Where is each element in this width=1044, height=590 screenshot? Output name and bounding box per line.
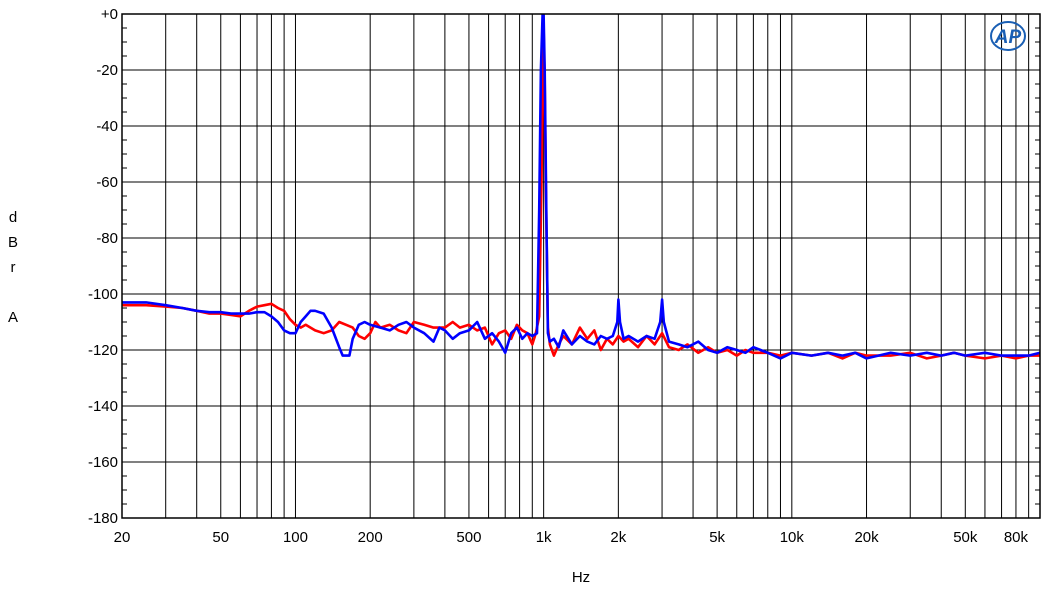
x-tick-label: 2k (610, 529, 626, 546)
series-line-1 (122, 28, 1040, 358)
x-tick-label: 100 (283, 529, 308, 546)
plot-frame (122, 14, 1040, 518)
y-axis-title: dBr A (8, 209, 18, 326)
y-axis-title-char: r (11, 259, 16, 276)
x-tick-label: 50 (212, 529, 229, 546)
x-tick-label: 10k (780, 529, 805, 546)
y-tick-labels: +0 -20 -40 -60 -80 -100 -120 -140 -160 -180 (88, 6, 118, 527)
y-tick-label: -140 (88, 398, 118, 415)
ap-logo-text: AP (994, 27, 1022, 48)
x-tick-label: 80k (1004, 529, 1029, 546)
x-tick-label: 1k (536, 529, 552, 546)
y-tick-label: -40 (96, 118, 118, 135)
x-tick-label: 20 (114, 529, 131, 546)
grid (122, 14, 1040, 518)
y-tick-label: -60 (96, 174, 118, 191)
y-axis-title-char: d (9, 209, 17, 226)
y-axis-title-char: B (8, 234, 18, 251)
x-tick-label: 20k (854, 529, 879, 546)
series-layer (122, 14, 1040, 358)
y-tick-label: -120 (88, 342, 118, 359)
y-tick-label: +0 (101, 6, 118, 23)
x-tick-labels: 20 50 100 200 500 1k 2k 5k 10k 20k 50k 80k (114, 529, 1029, 546)
y-tick-label: -180 (88, 510, 118, 527)
y-tick-label: -80 (96, 230, 118, 247)
y-tick-label: -100 (88, 286, 118, 303)
x-tick-label: 5k (709, 529, 725, 546)
x-tick-label: 500 (456, 529, 481, 546)
y-tick-label: -20 (96, 62, 118, 79)
x-axis-title: Hz (572, 569, 590, 586)
ap-logo: AP (991, 22, 1025, 50)
y-tick-label: -160 (88, 454, 118, 471)
x-tick-label: 50k (953, 529, 978, 546)
y-axis-title-char: A (8, 309, 18, 326)
ticks (122, 28, 1040, 504)
x-tick-label: 200 (358, 529, 383, 546)
